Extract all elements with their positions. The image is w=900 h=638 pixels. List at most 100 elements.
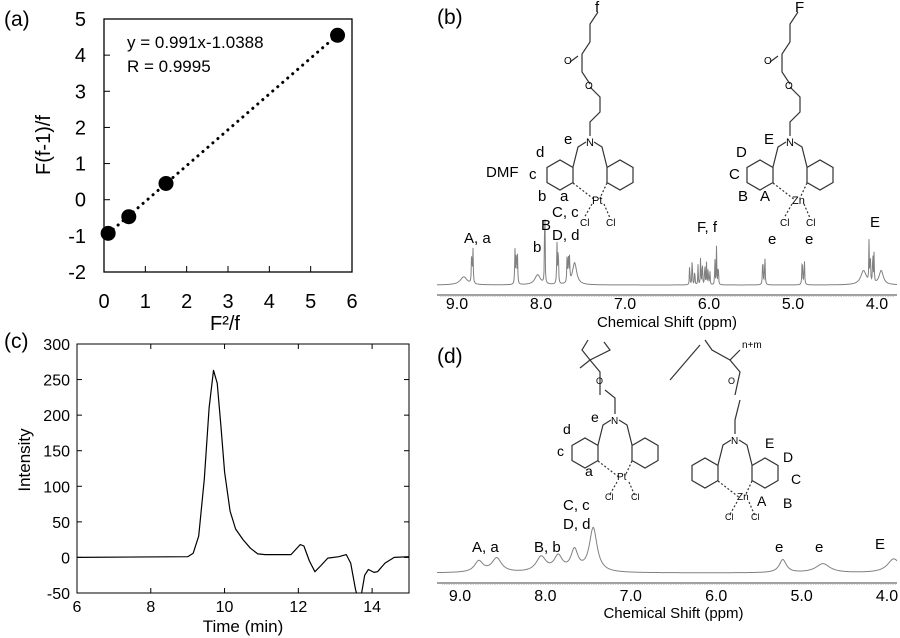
peak-label-d: e xyxy=(815,539,823,556)
proton-label-F: F xyxy=(795,0,804,16)
oxygen-label: O xyxy=(585,81,593,92)
side-chain-1 xyxy=(589,359,601,395)
linker xyxy=(734,399,741,434)
proton-label-A: A xyxy=(760,188,770,205)
proton-label-c: c xyxy=(529,166,537,183)
data-point xyxy=(121,209,137,225)
proton-label-a: a xyxy=(560,188,569,205)
propyl-chain xyxy=(789,86,801,136)
cl-bond xyxy=(603,203,611,219)
peak-label-b: DMF xyxy=(486,164,519,181)
peak-label-d: E xyxy=(875,536,885,553)
plot-frame-c xyxy=(76,343,410,594)
chloride-label: Cl xyxy=(725,512,734,522)
polymer-backbone-2 xyxy=(704,339,741,361)
nmr-tick-label: 5.0 xyxy=(790,588,812,605)
y-tick-label-a: 3 xyxy=(75,81,86,103)
y-tick-label-a: 0 xyxy=(75,190,86,212)
pyridine-ring xyxy=(546,159,574,191)
y-tick-label-a: 5 xyxy=(75,9,86,31)
y-tick-label-a: 1 xyxy=(75,154,86,176)
chloride-label: Cl xyxy=(780,218,789,229)
y-tick-label-c: -50 xyxy=(47,586,70,603)
peak-label-b: E xyxy=(870,214,880,231)
x-axis-label-c: Time (min) xyxy=(203,617,284,636)
nmr-axis-label: Chemical Shift (ppm) xyxy=(597,314,737,331)
peak-label-d: e xyxy=(775,539,783,556)
metal-label-pt: Pt xyxy=(617,472,627,483)
proton-label-C: C xyxy=(729,166,740,183)
y-tick-label-a: 2 xyxy=(75,117,86,139)
peak-label-b: e xyxy=(768,231,776,248)
x-tick-label-a: 1 xyxy=(140,291,151,313)
data-point xyxy=(330,27,346,43)
nmr-tick-label: 7.0 xyxy=(620,588,642,605)
nitrogen-label: N xyxy=(586,137,594,149)
x-tick-label-a: 5 xyxy=(305,291,316,313)
pyridine-ring xyxy=(751,457,779,489)
fit-equation: y = 0.991x-1.0388 xyxy=(127,33,264,52)
y-tick-label-a: -2 xyxy=(68,262,86,284)
x-tick-label-a: 3 xyxy=(222,291,233,313)
coordination-bond xyxy=(799,182,808,199)
chloride-label: Cl xyxy=(606,218,615,229)
proton-label-A: A xyxy=(757,493,767,509)
y-tick-label-c: 300 xyxy=(43,337,70,354)
pyridine-ring xyxy=(746,159,774,191)
coordination-bond xyxy=(624,460,633,477)
oxygen-label: O xyxy=(764,56,772,67)
proton-label-f: f xyxy=(595,0,600,16)
coordination-bond xyxy=(597,460,621,479)
x-tick-label-c: 14 xyxy=(363,599,381,616)
nitrogen-label: N xyxy=(786,137,794,149)
methylene-bond xyxy=(772,141,787,168)
nmr-axis-label: Chemical Shift (ppm) xyxy=(603,605,743,622)
nmr-tick-label: 6.0 xyxy=(698,296,720,313)
methylene-bond xyxy=(738,439,753,466)
cl-bond xyxy=(803,203,811,219)
chloride-label: Cl xyxy=(751,512,760,522)
methylene-bond xyxy=(618,419,633,446)
nmr-tick-label: 9.0 xyxy=(446,296,468,313)
panel-label-b: (b) xyxy=(437,6,463,29)
proton-label-d: d xyxy=(536,144,544,161)
cl-bond xyxy=(748,501,756,517)
polymer-backbone-1 xyxy=(581,339,611,361)
x-axis-label-a: F²/f xyxy=(210,313,240,335)
pyridine-ring xyxy=(571,437,599,469)
fit-r-value: R = 0.9995 xyxy=(127,57,211,76)
panel-label-c: (c) xyxy=(4,330,29,353)
nmr-tick-label: 4.0 xyxy=(866,296,888,313)
polymer-subscript: n+m xyxy=(742,340,762,351)
metal-label-zn: Zn xyxy=(737,492,749,503)
nmr-tick-label: 7.0 xyxy=(614,296,636,313)
x-tick-label-c: 10 xyxy=(216,599,234,616)
peak-label-b: e xyxy=(805,231,813,248)
panel-label-d: (d) xyxy=(437,345,463,368)
acrylate-chain xyxy=(581,11,599,85)
coordination-bond xyxy=(599,182,608,199)
proton-label-B: B xyxy=(783,495,792,511)
panel-label-a: (a) xyxy=(4,8,30,31)
pyridine-ring xyxy=(806,159,834,191)
chloride-label: Cl xyxy=(631,492,640,502)
y-axis-label-c: Intensity xyxy=(15,428,34,492)
nmr-tick-label: 8.0 xyxy=(534,588,556,605)
methyl-branch xyxy=(579,359,591,369)
x-tick-label-c: 6 xyxy=(73,599,82,616)
coordination-bond xyxy=(717,480,741,499)
metal-label: Pt xyxy=(592,195,602,207)
y-tick-label-c: 250 xyxy=(43,373,70,390)
proton-label-d: d xyxy=(563,421,571,437)
oxygen-label: O xyxy=(596,376,603,386)
linker xyxy=(604,389,616,414)
y-tick-label-c: 0 xyxy=(61,550,70,567)
peak-label-d: B, b xyxy=(534,539,561,556)
nmr-tick-label: 8.0 xyxy=(530,296,552,313)
oxygen-label: O xyxy=(785,81,793,92)
nitrogen-label: N xyxy=(611,416,618,427)
nmr-tick-label: 4.0 xyxy=(876,588,898,605)
coordination-bond xyxy=(772,182,796,201)
chloride-label: Cl xyxy=(580,218,589,229)
carbonyl-bond xyxy=(569,55,579,63)
